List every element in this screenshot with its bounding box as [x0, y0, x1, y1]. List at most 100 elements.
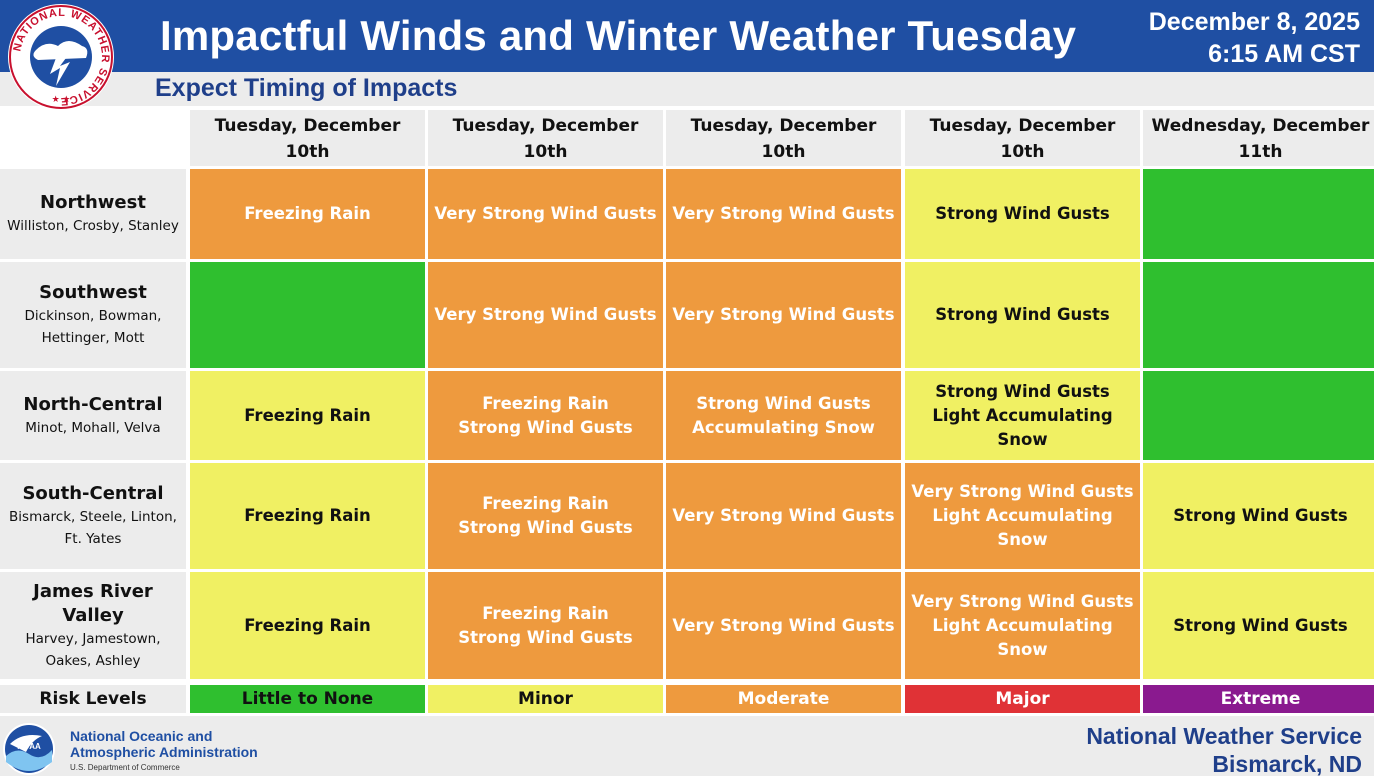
risk-level-extreme: Extreme	[1143, 685, 1374, 713]
impact-cell: Strong Wind Gusts Accumulating Snow	[666, 371, 901, 460]
impact-text: Strong Wind Gusts	[935, 305, 1110, 324]
impact-text: Accumulating Snow	[692, 417, 875, 437]
impact-text: Freezing Rain	[244, 506, 371, 525]
risk-level-minor: Minor	[428, 685, 663, 713]
impact-cell	[1143, 169, 1374, 259]
impact-text: Freezing Rain	[244, 615, 371, 635]
nws-office: National Weather Service Bismarck, ND	[1086, 722, 1362, 776]
impact-text: Strong Wind Gusts	[1173, 615, 1348, 635]
region-places: Harvey, Jamestown, Oakes, Ashley	[25, 630, 161, 669]
impact-cell: Very Strong Wind Gusts	[428, 169, 663, 259]
noaa-logo-text: NOAA	[17, 742, 41, 751]
impact-text: Freezing Rain	[482, 494, 609, 513]
risk-level-moderate: Moderate	[666, 685, 901, 713]
column-header: Wednesday, December 11th12 to 6 AM CT	[1143, 110, 1374, 188]
impact-text: Strong Wind Gusts	[458, 518, 633, 537]
impact-text: Strong Wind Gusts	[935, 204, 1110, 223]
region-header: Northwest Williston, Crosby, Stanley	[0, 169, 186, 259]
region-places: Williston, Crosby, Stanley	[7, 218, 179, 234]
impact-cell: Freezing Rain	[190, 371, 425, 460]
impact-text: Strong Wind Gusts	[935, 381, 1110, 401]
nws-office-line1: National Weather Service	[1086, 723, 1362, 749]
region-name: James River Valley	[33, 580, 153, 626]
impact-cell: Strong Wind Gusts	[1143, 463, 1374, 569]
impact-cell	[1143, 262, 1374, 368]
issue-date: December 8, 2025	[1148, 8, 1360, 36]
header-banner	[0, 0, 1374, 72]
impact-text: Strong Wind Gusts	[1173, 506, 1348, 525]
nws-logo-icon: NATIONAL WEATHER SERVICE ★ ★	[8, 4, 114, 110]
impact-cell: Freezing Rain	[190, 572, 425, 679]
impact-text: Very Strong Wind Gusts	[672, 204, 895, 223]
impact-text: Light Accumulating Snow	[932, 405, 1113, 449]
impact-text: Very Strong Wind Gusts	[911, 482, 1134, 501]
impact-cell: Strong Wind Gusts	[905, 169, 1140, 259]
column-day: Tuesday, December 10th	[452, 116, 639, 162]
region-places: Bismarck, Steele, Linton, Ft. Yates	[9, 509, 177, 547]
page-subtitle: Expect Timing of Impacts	[155, 74, 458, 102]
impact-cell: Very Strong Wind Gusts	[428, 262, 663, 368]
noaa-name-line2: Atmospheric Administration	[70, 744, 258, 760]
subheader-band	[0, 72, 1374, 106]
impact-cell: Strong Wind Gusts	[905, 262, 1140, 368]
impact-cell: Very Strong Wind Gusts Light Accumulating…	[905, 463, 1140, 569]
region-places: Minot, Mohall, Velva	[25, 419, 161, 436]
impact-text: Very Strong Wind Gusts	[434, 204, 657, 223]
impact-text: Freezing Rain	[482, 603, 609, 623]
impact-cell: Freezing Rain Strong Wind Gusts	[428, 463, 663, 569]
column-header: Tuesday, December 10th12 to 6 AM CT	[190, 110, 425, 188]
noaa-name: National Oceanic and Atmospheric Adminis…	[70, 728, 258, 760]
issue-datetime: December 8, 2025 6:15 AM CST	[1149, 6, 1360, 70]
risk-level-little-to-none: Little to None	[190, 685, 425, 713]
region-name: Northwest	[40, 192, 146, 213]
column-day: Tuesday, December 10th	[214, 116, 401, 162]
footer-band	[0, 716, 1374, 776]
impact-cell: Very Strong Wind Gusts	[666, 262, 901, 368]
impact-cell: Freezing Rain Strong Wind Gusts	[428, 572, 663, 679]
region-header: Southwest Dickinson, Bowman, Hettinger, M…	[0, 262, 186, 368]
column-day: Tuesday, December 10th	[690, 116, 877, 162]
impact-cell: Strong Wind Gusts Light Accumulating Snow	[905, 371, 1140, 460]
risk-level-major: Major	[905, 685, 1140, 713]
column-header: Tuesday, December 10th6 PM to 12 AM CT	[905, 110, 1140, 188]
nws-office-line2: Bismarck, ND	[1212, 751, 1362, 776]
impact-text: Strong Wind Gusts	[458, 417, 633, 437]
page-title: Impactful Winds and Winter Weather Tuesd…	[160, 12, 1077, 59]
impact-cell: Very Strong Wind Gusts	[666, 169, 901, 259]
impact-text: Very Strong Wind Gusts	[911, 591, 1134, 611]
impact-text: Light Accumulating Snow	[932, 615, 1113, 659]
svg-text:★ ★: ★ ★	[52, 94, 71, 104]
impact-cell: Freezing Rain	[190, 463, 425, 569]
impact-cell: Freezing Rain Strong Wind Gusts	[428, 371, 663, 460]
column-header: Tuesday, December 10th12 to 6 PM CT	[666, 110, 901, 188]
region-header: South-Central Bismarck, Steele, Linton, F…	[0, 463, 186, 569]
region-header: James River Valley Harvey, Jamestown, Oak…	[0, 572, 186, 679]
impact-text: Strong Wind Gusts	[458, 627, 633, 647]
risk-levels-label: Risk Levels	[0, 685, 186, 713]
region-name: North-Central	[23, 393, 163, 415]
impact-text: Freezing Rain	[244, 204, 371, 223]
region-name: Southwest	[39, 282, 147, 303]
impact-cell: Very Strong Wind Gusts	[666, 572, 901, 679]
region-header: North-Central Minot, Mohall, Velva	[0, 371, 186, 460]
impact-cell: Very Strong Wind Gusts	[666, 463, 901, 569]
impact-text: Very Strong Wind Gusts	[434, 305, 657, 324]
impact-text: Freezing Rain	[482, 393, 609, 413]
column-header: Tuesday, December 10th6 AM to 12 PM CT	[428, 110, 663, 188]
noaa-name-line1: National Oceanic and	[70, 728, 213, 744]
impact-cell	[1143, 371, 1374, 460]
region-name: South-Central	[22, 483, 164, 504]
impact-cell: Strong Wind Gusts	[1143, 572, 1374, 679]
region-places: Dickinson, Bowman, Hettinger, Mott	[24, 308, 162, 346]
column-day: Wednesday, December 11th	[1151, 116, 1370, 162]
impact-cell: Freezing Rain	[190, 169, 425, 259]
impact-cell: Very Strong Wind Gusts Light Accumulating…	[905, 572, 1140, 679]
noaa-department: U.S. Department of Commerce	[70, 763, 180, 772]
impact-text: Very Strong Wind Gusts	[672, 615, 895, 635]
impact-cell	[190, 262, 425, 368]
noaa-logo-icon: NOAA	[3, 723, 55, 775]
issue-time: 6:15 AM CST	[1208, 40, 1360, 68]
impact-timing-table: Tuesday, December 10th12 to 6 AM CTTuesd…	[0, 110, 1374, 715]
impact-text: Light Accumulating Snow	[932, 506, 1113, 549]
column-day: Tuesday, December 10th	[929, 116, 1116, 162]
